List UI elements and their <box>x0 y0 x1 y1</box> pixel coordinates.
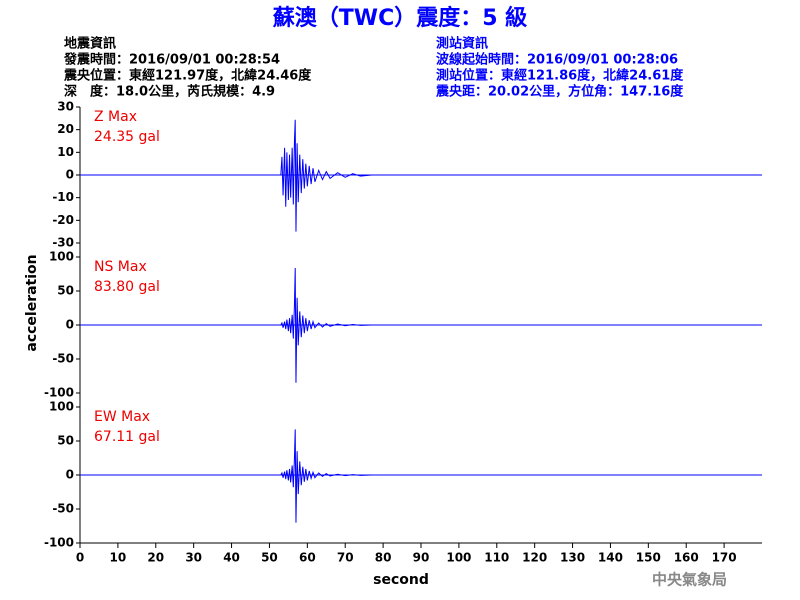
y-axis-label: acceleration <box>24 254 40 351</box>
y-tick-label: 50 <box>57 434 74 448</box>
y-tick-label: 20 <box>57 122 74 136</box>
waveform <box>80 119 762 232</box>
x-tick-label: 30 <box>185 551 202 565</box>
x-tick-label: 90 <box>413 551 430 565</box>
x-tick-label: 50 <box>261 551 278 565</box>
max-annotation: 83.80 gal <box>94 279 160 295</box>
station-info: 震央距：20.02公里，方位角：147.16度 <box>435 84 684 100</box>
x-tick-label: 80 <box>375 551 392 565</box>
y-tick-label: 100 <box>49 400 74 414</box>
y-tick-label: -100 <box>44 536 74 550</box>
x-tick-label: 160 <box>674 551 699 565</box>
max-annotation: NS Max <box>94 259 147 275</box>
chart-title: 蘇澳（TWC）震度：5 級 <box>272 5 527 31</box>
x-tick-label: 110 <box>484 551 509 565</box>
station-info: 波線起始時間：2016/09/01 00:28:06 <box>436 52 678 68</box>
x-tick-label: 130 <box>560 551 585 565</box>
event-info: 震央位置：東經121.97度，北緯24.46度 <box>63 68 312 84</box>
y-tick-label: -100 <box>44 386 74 400</box>
x-tick-label: 170 <box>712 551 737 565</box>
x-tick-label: 100 <box>446 551 471 565</box>
y-tick-label: -20 <box>52 213 74 227</box>
y-tick-label: -30 <box>52 236 74 250</box>
y-tick-label: -50 <box>52 502 74 516</box>
event-info: 發震時間：2016/09/01 00:28:54 <box>63 52 280 68</box>
waveform <box>80 268 762 383</box>
event-info: 地震資訊 <box>64 36 116 52</box>
x-axis-label: second <box>373 572 429 588</box>
y-tick-label: 0 <box>66 468 74 482</box>
x-tick-label: 150 <box>636 551 661 565</box>
x-tick-label: 120 <box>522 551 547 565</box>
y-tick-label: 0 <box>66 168 74 182</box>
y-tick-label: -10 <box>52 190 74 204</box>
station-info: 測站資訊 <box>436 36 488 52</box>
waveform <box>80 429 762 523</box>
x-tick-label: 20 <box>147 551 164 565</box>
y-tick-label: 100 <box>49 250 74 264</box>
y-tick-label: 30 <box>57 100 74 114</box>
x-tick-label: 40 <box>223 551 240 565</box>
event-info: 深 度：18.0公里，芮氏規模：4.9 <box>64 84 275 100</box>
max-annotation: 67.11 gal <box>94 429 160 445</box>
y-tick-label: -50 <box>52 352 74 366</box>
y-tick-label: 0 <box>66 318 74 332</box>
x-tick-label: 60 <box>299 551 316 565</box>
watermark: 中央氣象局 <box>652 571 727 589</box>
max-annotation: EW Max <box>94 409 150 425</box>
max-annotation: 24.35 gal <box>94 129 160 145</box>
x-tick-label: 140 <box>598 551 623 565</box>
station-info: 測站位置：東經121.86度，北緯24.61度 <box>436 68 684 84</box>
max-annotation: Z Max <box>94 109 137 125</box>
x-tick-label: 10 <box>110 551 127 565</box>
x-tick-label: 70 <box>337 551 354 565</box>
y-tick-label: 50 <box>57 284 74 298</box>
x-tick-label: 0 <box>76 551 84 565</box>
y-tick-label: 10 <box>57 145 74 159</box>
